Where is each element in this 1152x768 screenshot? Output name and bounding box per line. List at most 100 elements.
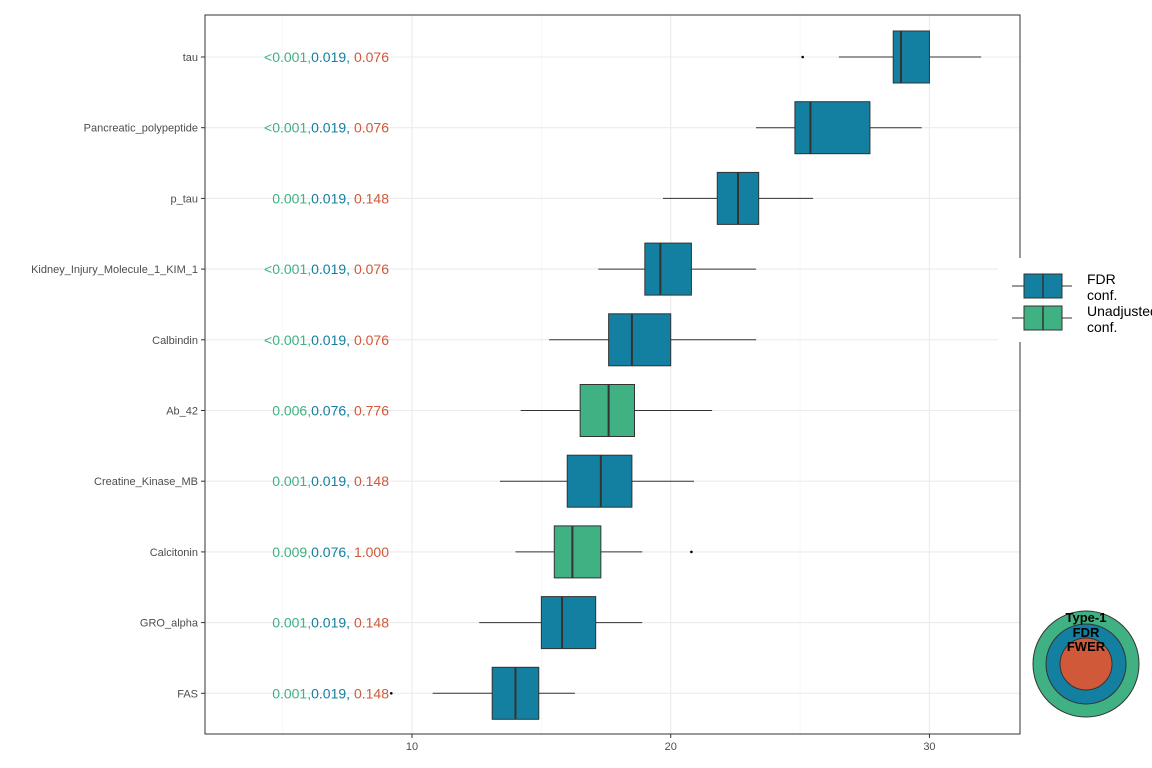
inset-circle-fwer [1059,637,1113,691]
x-axis-tick-labels: 10 20 30 [406,734,936,753]
p-separator: , [346,332,354,348]
y-axis-tick-labels: tau Pancreatic_polypeptide p_tau Kidney_Inj… [31,52,205,700]
p-unadjusted: <0.001 [264,120,307,136]
p-unadjusted: <0.001 [264,261,307,277]
y-tick-label: Pancreatic_polypeptide [84,123,198,135]
p-fdr: 0.019 [311,120,346,136]
p-fwer: 0.148 [354,685,389,701]
p-separator: , [307,685,311,701]
p-fdr: 0.019 [311,190,346,206]
p-fdr: 0.019 [311,332,346,348]
p-separator: , [346,190,354,206]
p-fwer: 0.148 [354,615,389,631]
box-Kidney_Injury_Molecule_1_KIM_1 [598,242,757,296]
p-separator: , [346,49,354,65]
plot-panel-border [204,14,1021,735]
p-fwer: 0.148 [354,473,389,489]
outlier-point [690,550,693,554]
p-fwer: 0.076 [354,332,389,348]
legend-label-line1: Unadjusted [1087,303,1152,319]
p-fwer: 0.076 [354,49,389,65]
p-fdr: 0.019 [311,615,346,631]
p-value-label: <0.001,0.019, 0.076 [264,49,389,65]
p-unadjusted: 0.001 [272,190,307,206]
y-tick-label: FAS [177,688,198,700]
x-tick-label: 20 [665,741,677,753]
legend-background [998,258,1152,342]
y-tick-label: Calcitonin [150,547,198,559]
p-fdr: 0.019 [311,49,346,65]
p-value-label: 0.006,0.076, 0.776 [272,403,389,419]
box-GRO_alpha [479,596,643,650]
box-iqr [608,313,672,367]
p-separator: , [346,685,354,701]
box-iqr [644,242,692,296]
p-separator: , [346,261,354,277]
legend-label-line2: conf. [1087,319,1117,335]
p-unadjusted: 0.001 [272,685,307,701]
p-value-labels: <0.001,0.019, 0.076<0.001,0.019, 0.0760.… [264,49,389,701]
p-fdr: 0.019 [311,473,346,489]
p-value-label: 0.001,0.019, 0.148 [272,190,389,206]
box-iqr [579,384,635,437]
box-Pancreatic_polypeptide [756,101,922,155]
box-p_tau [662,171,814,225]
p-separator: , [307,544,311,560]
p-value-label: 0.001,0.019, 0.148 [272,685,389,701]
y-tick-label: p_tau [170,193,198,205]
inset-label: Type-1 [1066,610,1107,625]
y-tick-label: GRO_alpha [140,618,199,630]
p-fdr: 0.019 [311,261,346,277]
p-fwer: 0.076 [354,120,389,136]
inset-label: FDR [1073,625,1100,640]
p-separator: , [307,403,311,419]
p-fwer: 0.148 [354,190,389,206]
boxes-layer [389,30,982,720]
p-fdr: 0.076 [311,544,346,560]
p-value-label: 0.001,0.019, 0.148 [272,615,389,631]
box-Calcitonin [515,525,693,579]
p-separator: , [307,615,311,631]
p-separator: , [307,261,311,277]
p-fdr: 0.019 [311,685,346,701]
p-fdr: 0.076 [311,403,346,419]
y-tick-label: Calbindin [152,335,198,347]
box-iqr [892,30,930,84]
p-unadjusted: 0.006 [272,403,307,419]
box-Ab_42 [520,384,713,437]
p-separator: , [346,544,354,560]
x-tick-label: 10 [406,741,418,753]
y-tick-label: Kidney_Injury_Molecule_1_KIM_1 [31,264,198,276]
p-separator: , [346,120,354,136]
p-separator: , [346,473,354,489]
p-fwer: 0.776 [354,403,389,419]
p-unadjusted: <0.001 [264,332,307,348]
box-iqr [540,596,597,650]
outlier-point [389,692,393,695]
y-tick-label: Ab_42 [166,406,198,418]
p-unadjusted: 0.009 [272,544,307,560]
p-unadjusted: 0.001 [272,615,307,631]
legend-label-line2: conf. [1087,287,1117,303]
p-separator: , [307,49,311,65]
p-separator: , [307,120,311,136]
p-separator: , [346,403,354,419]
p-separator: , [346,615,354,631]
box-iqr [566,454,633,508]
y-tick-label: Creatine_Kinase_MB [94,476,198,488]
p-unadjusted: 0.001 [272,473,307,489]
p-value-label: <0.001,0.019, 0.076 [264,261,389,277]
p-value-label: 0.001,0.019, 0.148 [272,473,389,489]
inset-label: FWER [1067,639,1106,654]
box-iqr [794,101,871,155]
box-tau [801,30,982,84]
y-tick-label: tau [183,52,198,64]
legend-label-line1: FDR [1087,271,1116,287]
p-fwer: 0.076 [354,261,389,277]
p-value-label: <0.001,0.019, 0.076 [264,332,389,348]
